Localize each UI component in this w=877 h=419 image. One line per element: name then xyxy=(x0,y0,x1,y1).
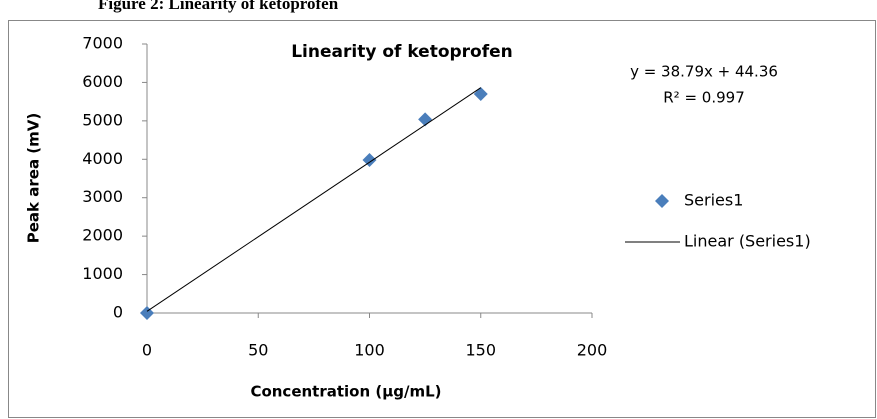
x-tick-label: 150 xyxy=(465,341,496,360)
y-tick-label: 3000 xyxy=(82,187,123,206)
y-tick-label: 5000 xyxy=(82,110,123,129)
trend-equation: y = 38.79x + 44.36 xyxy=(630,63,778,81)
y-tick-label: 4000 xyxy=(82,149,123,168)
x-tick-label: 200 xyxy=(577,341,608,360)
legend-label: Series1 xyxy=(684,191,743,210)
y-tick-label: 0 xyxy=(113,303,123,322)
y-axis-label: Peak area (mV) xyxy=(25,113,43,243)
x-tick-label: 0 xyxy=(142,341,152,360)
y-tick-label: 6000 xyxy=(82,72,123,91)
y-tick-label: 2000 xyxy=(82,226,123,245)
point xyxy=(362,153,377,168)
figure-caption: Figure 2: Linearity of ketoprofen xyxy=(98,0,339,13)
point xyxy=(418,112,433,127)
x-axis-label: Concentration (µg/mL) xyxy=(250,383,441,401)
chart-frame xyxy=(8,20,876,418)
legend-marker xyxy=(655,194,669,208)
x-tick-label: 50 xyxy=(248,341,268,360)
legend-label: Linear (Series1) xyxy=(684,232,811,251)
trend-line xyxy=(146,87,482,312)
x-tick-label: 100 xyxy=(354,341,385,360)
point xyxy=(473,86,488,101)
r-squared: R² = 0.997 xyxy=(663,89,744,107)
chart-title: Linearity of ketoprofen xyxy=(291,42,513,62)
y-tick-label: 7000 xyxy=(82,34,123,53)
y-tick-label: 1000 xyxy=(82,264,123,283)
